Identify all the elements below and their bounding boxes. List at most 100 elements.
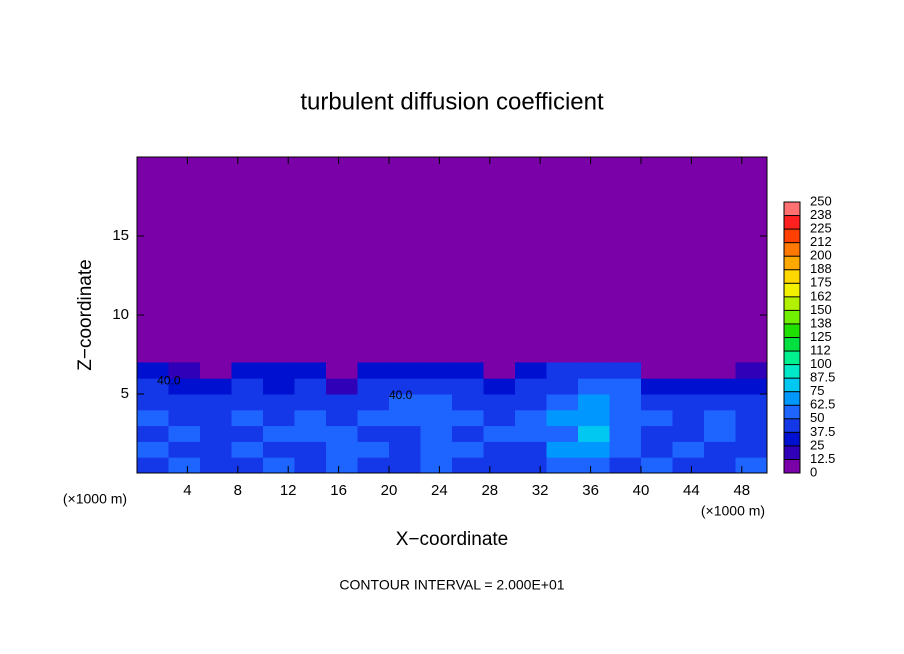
field-cell (641, 378, 673, 395)
field-cell (515, 362, 547, 379)
field-cell (326, 441, 358, 458)
colorbar-label: 138 (810, 315, 832, 330)
x-tick-label: 4 (183, 482, 191, 499)
field-cell (389, 425, 421, 442)
field-cell (137, 425, 169, 442)
field-cell (546, 394, 579, 411)
colorbar-swatch (784, 296, 800, 311)
field-cell (200, 457, 232, 474)
colorbar-label: 212 (810, 234, 832, 249)
field-cell (609, 425, 642, 442)
field-cell (294, 409, 327, 427)
field-cell (420, 409, 453, 427)
field-cell (483, 425, 516, 442)
field-cell (357, 457, 390, 474)
field-cell (357, 378, 390, 395)
field-cell (420, 362, 453, 379)
colorbar-swatch (784, 391, 800, 406)
field-cell (168, 378, 201, 395)
field-cell (263, 378, 295, 395)
colorbar-label: 225 (810, 221, 832, 236)
field-cell (672, 457, 705, 474)
field-cell (515, 378, 547, 395)
field-cell (168, 457, 201, 474)
field-cell (578, 394, 610, 411)
field-cell (200, 441, 232, 458)
field-cell (641, 441, 673, 458)
x-unit-left: (×1000 m) (63, 491, 127, 507)
x-tick-label: 24 (431, 482, 448, 499)
x-tick-label: 28 (481, 482, 498, 499)
x-tick-label: 8 (234, 482, 242, 499)
field-cell (546, 409, 579, 427)
field-cell (515, 409, 547, 427)
field-cell (137, 457, 169, 474)
field-cell (420, 457, 453, 474)
field-cell (263, 409, 295, 427)
field-cell (231, 378, 264, 395)
colorbar-label: 112 (810, 342, 831, 357)
field-cell (389, 409, 421, 427)
colorbar-swatch (784, 445, 800, 460)
field-cell (168, 362, 201, 379)
field-cell (515, 457, 547, 474)
field-cell (357, 362, 390, 379)
field-cell (200, 409, 232, 427)
field-cell (452, 441, 484, 458)
colorbar-swatch (784, 405, 800, 420)
field-cell (231, 362, 264, 379)
field-cell (326, 394, 358, 411)
x-tick-label: 48 (733, 482, 750, 499)
field-cell (137, 409, 169, 427)
x-tick-label: 16 (330, 482, 347, 499)
field-cell (735, 457, 768, 474)
x-tick-label: 20 (381, 482, 398, 499)
field-cell (168, 425, 201, 442)
x-unit-right: (×1000 m) (701, 503, 765, 519)
field-cell (578, 378, 610, 395)
field-cell (452, 394, 484, 411)
field-cell (389, 457, 421, 474)
field-cell (294, 425, 327, 442)
field-cell (452, 409, 484, 427)
field-cell (641, 457, 673, 474)
field-cell (672, 425, 705, 442)
field-cell (326, 457, 358, 474)
colorbar-label: 250 (810, 193, 832, 208)
field-cell (641, 394, 673, 411)
field-cell (546, 457, 579, 474)
field-cell (294, 441, 327, 458)
field-cell (515, 441, 547, 458)
field-cell (137, 362, 169, 379)
field-cell (641, 362, 673, 379)
field-cell (704, 378, 736, 395)
field-cell (263, 362, 295, 379)
colorbar-swatch (784, 229, 800, 243)
colorbar-label: 188 (810, 261, 832, 276)
field-cell (735, 409, 768, 427)
field-cell (420, 394, 453, 411)
colorbar-label: 12.5 (810, 451, 835, 466)
field-cell (609, 362, 642, 379)
field-cell (137, 394, 169, 411)
field-cell (294, 394, 327, 411)
field-cell (672, 378, 705, 395)
field-cell (641, 425, 673, 442)
field-cell (452, 425, 484, 442)
field-cell (389, 378, 421, 395)
colorbar-label: 150 (810, 302, 832, 317)
x-tick-label: 36 (582, 482, 599, 499)
colorbar-swatch (784, 202, 800, 216)
colorbar-label: 162 (810, 288, 832, 303)
field-cell (294, 457, 327, 474)
field-cell (578, 441, 610, 458)
field-cell (452, 362, 484, 379)
field-cell (704, 425, 736, 442)
colorbar-swatch (784, 269, 800, 284)
field-cell (389, 394, 421, 411)
colorbar-swatch (784, 242, 800, 257)
contour-label: 40.0 (389, 388, 413, 402)
field-cell (735, 425, 768, 442)
y-tick-label: 15 (112, 227, 129, 244)
colorbar-swatch (784, 351, 800, 365)
